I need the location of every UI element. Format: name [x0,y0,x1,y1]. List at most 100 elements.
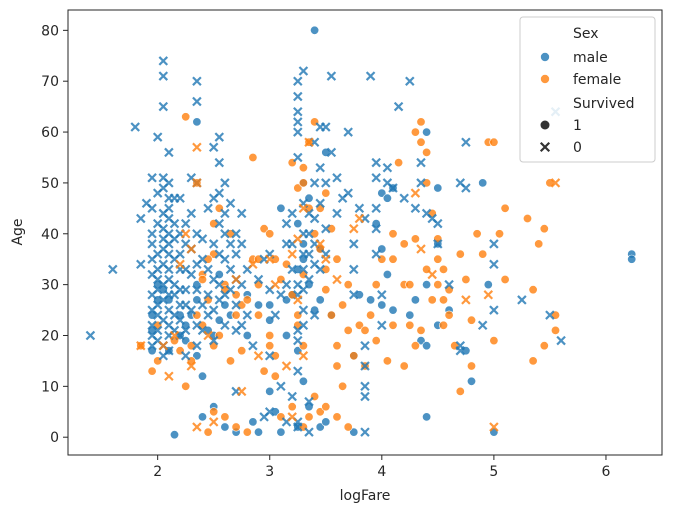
data-point-female-survived-0 [293,234,303,244]
data-point-male-survived-0 [321,178,331,188]
data-point-female-survived-1 [293,183,303,193]
data-point-male-survived-0 [186,305,197,315]
data-point-male-survived-0 [197,254,208,264]
data-point-female-survived-1 [349,351,359,361]
data-point-female-survived-1 [332,341,342,351]
data-point-male-survived-0 [416,178,426,188]
data-point-female-survived-1 [438,264,448,274]
data-point-male-survived-0 [309,310,320,320]
data-point-female-survived-1 [360,325,370,335]
data-point-female-survived-1 [321,188,331,198]
data-point-male-survived-0 [371,203,381,214]
data-point-female-survived-1 [500,203,510,213]
data-point-male-survived-1 [321,417,331,427]
legend-box [519,16,656,163]
data-point-male-survived-0 [321,122,331,132]
data-point-male-survived-0 [253,274,264,285]
data-point-female-survived-0 [416,244,426,254]
data-point-male-survived-0 [349,239,359,249]
data-point-male-survived-1 [483,280,493,290]
data-point-male-survived-1 [254,300,264,310]
data-point-female-survived-1 [444,310,454,320]
data-point-male-survived-0 [152,132,163,142]
data-point-female-survived-1 [388,320,398,330]
data-point-male-survived-0 [186,208,197,219]
data-point-female-survived-0 [192,178,202,188]
data-point-male-survived-0 [399,193,409,203]
data-point-female-survived-0 [427,269,437,280]
data-point-male-survived-0 [192,76,202,86]
points-layer [85,25,637,440]
data-point-female-survived-1 [382,356,392,366]
data-point-female-survived-0 [315,239,325,249]
data-point-male-survived-0 [309,213,320,224]
data-point-female-survived-1 [242,427,252,437]
data-point-female-survived-1 [343,325,353,335]
x-tick-label: 4 [377,464,386,480]
data-point-female-survived-0 [192,422,202,432]
data-point-male-survived-0 [281,279,292,290]
legend-survived-0-marker [539,141,551,153]
data-point-male-survived-0 [130,122,140,132]
data-point-female-survived-1 [321,402,331,412]
data-point-male-survived-0 [180,284,191,295]
data-point-female-survived-1 [343,280,353,290]
data-point-male-survived-0 [489,305,499,315]
data-point-female-survived-1 [472,229,482,239]
data-point-female-survived-1 [147,366,157,376]
data-point-male-survived-0 [236,208,247,219]
data-point-female-survived-1 [265,229,275,239]
data-point-female-survived-0 [208,417,219,427]
data-point-male-survived-0 [388,183,398,193]
data-point-male-survived-0 [281,218,292,229]
data-point-female-survived-1 [405,320,415,330]
data-point-male-survived-0 [343,188,353,198]
data-point-female-survived-1 [270,371,280,381]
data-point-male-survived-0 [220,229,230,239]
plot-frame [67,9,663,456]
data-point-male-survived-0 [309,178,320,188]
data-point-male-survived-1 [466,376,476,386]
legend-male-label: male [573,50,608,66]
data-point-male-survived-0 [231,249,241,259]
data-point-female-survived-1 [410,234,420,244]
data-point-male-survived-0 [371,249,381,259]
data-point-female-survived-1 [461,274,471,284]
data-point-male-survived-0 [164,178,174,188]
data-point-male-survived-0 [556,335,566,346]
data-point-female-survived-1 [259,366,269,376]
data-point-male-survived-0 [164,203,174,214]
data-point-male-survived-0 [315,264,325,275]
data-point-female-survived-1 [321,285,331,295]
data-point-male-survived-0 [203,264,213,275]
data-point-male-survived-0 [298,284,309,295]
data-point-female-survived-1 [478,249,488,259]
data-point-male-survived-0 [298,66,309,76]
data-point-male-survived-1 [248,417,258,427]
data-point-male-survived-0 [293,422,303,432]
data-point-female-survived-1 [388,254,398,264]
data-point-female-survived-1 [371,336,381,346]
data-point-female-survived-0 [410,188,421,198]
data-point-female-survived-1 [265,330,275,340]
data-point-male-survived-0 [444,279,454,290]
y-tick-label: 80 [41,23,59,39]
data-point-male-survived-0 [416,157,426,168]
data-point-male-survived-1 [405,310,415,320]
data-point-male-survived-0 [354,203,365,214]
data-point-male-survived-0 [360,427,370,437]
data-point-male-survived-1 [627,254,637,264]
data-point-male-survived-0 [276,381,286,392]
data-point-female-survived-1 [433,280,443,290]
data-point-male-survived-0 [214,279,225,290]
data-point-female-survived-0 [354,213,365,224]
data-point-female-survived-0 [248,259,258,270]
legend-survived-1-marker [540,120,550,130]
data-point-female-survived-0 [203,330,213,341]
data-point-male-survived-0 [287,264,297,275]
data-point-female-survived-0 [304,137,314,147]
data-point-male-survived-1 [220,422,230,432]
data-point-male-survived-1 [192,351,202,361]
data-point-male-survived-1 [422,341,432,351]
data-point-female-survived-1 [343,422,353,432]
